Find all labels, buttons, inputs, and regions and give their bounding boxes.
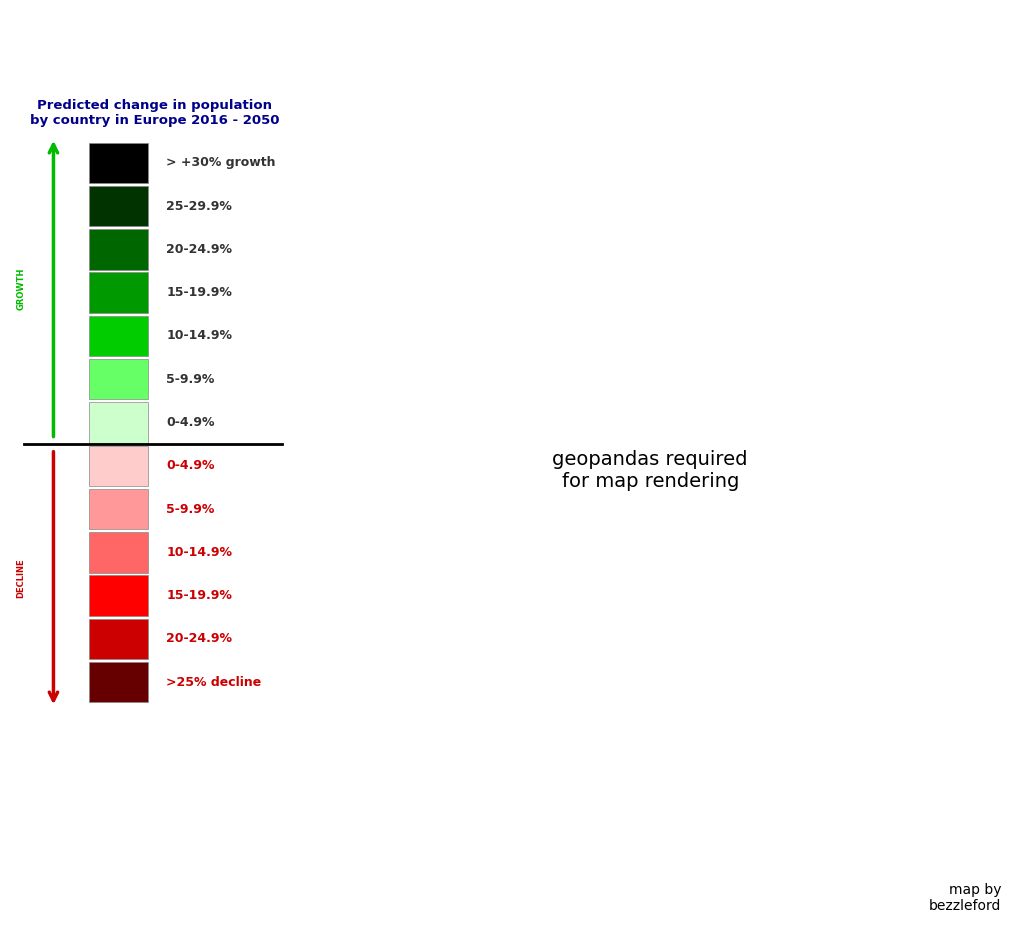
Bar xyxy=(89,142,148,183)
Bar xyxy=(89,359,148,399)
Text: map by
bezzleford: map by bezzleford xyxy=(929,883,1001,913)
Bar xyxy=(89,576,148,616)
Text: 15-19.9%: 15-19.9% xyxy=(166,589,232,602)
Bar xyxy=(89,446,148,486)
Text: 10-14.9%: 10-14.9% xyxy=(166,329,232,343)
Bar xyxy=(89,533,148,572)
Text: 5-9.9%: 5-9.9% xyxy=(166,502,215,516)
Bar xyxy=(89,662,148,703)
Bar xyxy=(89,489,148,530)
Text: GROWTH: GROWTH xyxy=(16,267,26,310)
Text: 5-9.9%: 5-9.9% xyxy=(166,373,215,386)
Bar xyxy=(89,315,148,357)
Bar xyxy=(89,186,148,227)
Text: >25% decline: >25% decline xyxy=(166,676,261,689)
Text: 15-19.9%: 15-19.9% xyxy=(166,286,232,299)
Text: 25-29.9%: 25-29.9% xyxy=(166,199,232,213)
Bar xyxy=(89,619,148,660)
Text: 0-4.9%: 0-4.9% xyxy=(166,459,215,472)
Text: 20-24.9%: 20-24.9% xyxy=(166,632,232,646)
Text: > +30% growth: > +30% growth xyxy=(166,156,275,169)
Bar xyxy=(89,403,148,443)
Text: Predicted change in population
by country in Europe 2016 - 2050: Predicted change in population by countr… xyxy=(30,99,280,127)
Bar xyxy=(89,229,148,270)
Text: 20-24.9%: 20-24.9% xyxy=(166,243,232,256)
Text: 10-14.9%: 10-14.9% xyxy=(166,546,232,559)
Text: DECLINE: DECLINE xyxy=(16,558,26,598)
Text: 0-4.9%: 0-4.9% xyxy=(166,416,215,429)
Text: geopandas required
for map rendering: geopandas required for map rendering xyxy=(553,450,748,491)
Bar xyxy=(89,273,148,313)
